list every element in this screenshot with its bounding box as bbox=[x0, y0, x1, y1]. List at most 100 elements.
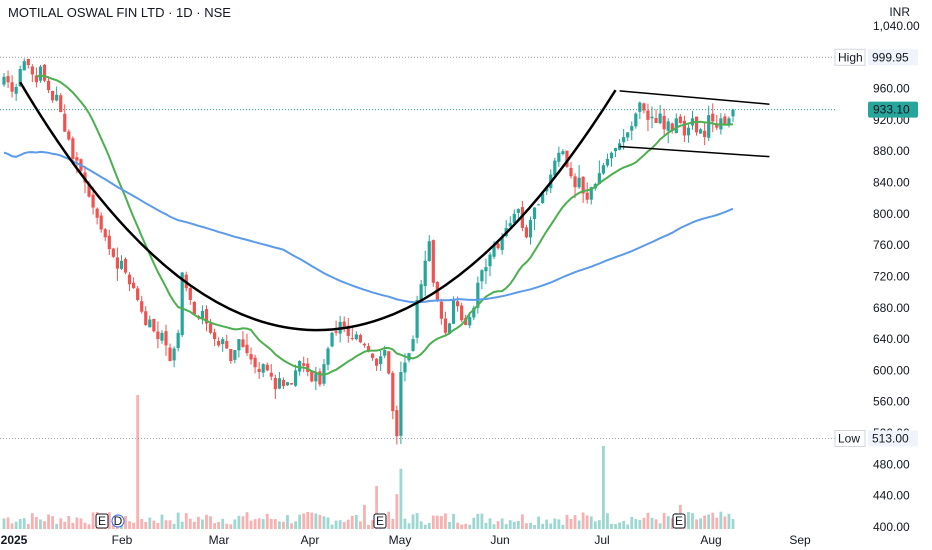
volume-layer bbox=[2, 395, 735, 529]
candle-body bbox=[71, 138, 75, 160]
time-tick-label: Jun bbox=[490, 533, 509, 547]
volume-bar bbox=[245, 512, 249, 529]
time-tick-label: May bbox=[389, 533, 412, 547]
candle-body bbox=[152, 318, 156, 332]
earnings-badge[interactable] bbox=[95, 513, 109, 529]
volume-bar bbox=[646, 512, 650, 529]
candle-body bbox=[34, 75, 38, 83]
candle-body bbox=[164, 331, 168, 346]
candle-body bbox=[176, 332, 180, 349]
volume-bar bbox=[128, 521, 131, 529]
volume-bar bbox=[59, 518, 63, 529]
volume-bar bbox=[233, 519, 237, 529]
volume-bar bbox=[346, 519, 350, 529]
volume-bar bbox=[6, 517, 10, 529]
candle-body bbox=[626, 132, 630, 138]
candle-body bbox=[14, 86, 18, 94]
volume-bar bbox=[435, 515, 439, 529]
price-tick-label: 640.00 bbox=[873, 332, 910, 346]
volume-bar bbox=[18, 519, 22, 529]
candle-body bbox=[168, 347, 172, 362]
volume-bar bbox=[156, 522, 160, 529]
price-tick-label: 680.00 bbox=[873, 301, 910, 315]
candle-body bbox=[650, 116, 654, 119]
volume-bar bbox=[314, 513, 318, 529]
candle-body bbox=[379, 356, 383, 365]
volume-bar bbox=[626, 524, 630, 529]
volume-bar bbox=[610, 523, 613, 529]
volume-bar bbox=[403, 518, 407, 529]
candle-body bbox=[354, 334, 358, 340]
candle-body bbox=[273, 377, 277, 390]
volume-bar bbox=[205, 514, 208, 529]
volume-bar bbox=[456, 522, 459, 529]
time-tick-label: Aug bbox=[700, 533, 721, 547]
volume-bar bbox=[634, 519, 638, 529]
candle-body bbox=[480, 270, 484, 282]
volume-bar bbox=[597, 520, 601, 529]
candle-body bbox=[213, 332, 217, 340]
earnings-badge[interactable] bbox=[373, 513, 387, 529]
candle-body bbox=[334, 331, 338, 333]
volume-bar bbox=[221, 518, 225, 529]
candle-body bbox=[6, 76, 10, 83]
volume-bar bbox=[107, 512, 111, 529]
dividend-badge[interactable] bbox=[111, 514, 125, 528]
price-tick-label: 720.00 bbox=[873, 269, 910, 283]
volume-bar bbox=[359, 521, 362, 529]
candle-body bbox=[127, 274, 132, 285]
candle-body bbox=[30, 66, 34, 75]
candle-body bbox=[225, 340, 229, 349]
volume-bar bbox=[468, 524, 472, 529]
volume-bar bbox=[136, 395, 140, 529]
volume-bar bbox=[144, 521, 148, 529]
candle-body bbox=[532, 207, 537, 219]
candle-body bbox=[447, 323, 452, 334]
volume-bar bbox=[440, 516, 443, 529]
candle-body bbox=[707, 115, 711, 138]
candle-body bbox=[609, 152, 614, 159]
candle-body bbox=[370, 353, 375, 358]
volume-bar bbox=[525, 523, 528, 529]
candle-body bbox=[565, 150, 569, 167]
candle-body bbox=[666, 121, 670, 131]
candle-body bbox=[569, 167, 573, 177]
candle-body bbox=[727, 118, 731, 125]
volume-bar bbox=[79, 518, 83, 529]
candle-body bbox=[573, 176, 577, 188]
volume-bar bbox=[330, 524, 334, 529]
candle-body bbox=[289, 383, 294, 385]
volume-bar bbox=[278, 521, 281, 529]
volume-bar bbox=[545, 519, 549, 529]
price-tick-label: 600.00 bbox=[873, 363, 910, 377]
volume-bar bbox=[500, 518, 504, 529]
candle-body bbox=[654, 117, 658, 123]
candle-body bbox=[383, 350, 387, 356]
volume-bar bbox=[26, 523, 30, 529]
candle-body bbox=[208, 323, 213, 333]
candle-body bbox=[346, 325, 350, 336]
volume-bar bbox=[521, 514, 524, 529]
volume-bar bbox=[731, 519, 735, 529]
candle-body bbox=[51, 90, 55, 101]
volume-bar bbox=[91, 512, 95, 529]
volume-bar bbox=[164, 520, 168, 529]
earnings-badge[interactable] bbox=[672, 513, 686, 529]
volume-bar bbox=[87, 524, 91, 529]
candle-body bbox=[261, 364, 265, 373]
candle-body bbox=[132, 282, 136, 289]
volume-bar bbox=[638, 519, 642, 529]
candle-body bbox=[99, 215, 103, 230]
candle-body bbox=[423, 260, 427, 287]
candle-body bbox=[342, 321, 346, 328]
candle-body bbox=[75, 157, 79, 161]
candle-body bbox=[160, 332, 164, 341]
volume-bar bbox=[213, 523, 216, 529]
volume-bar bbox=[476, 513, 480, 529]
candle-body bbox=[496, 243, 500, 249]
volume-bar bbox=[512, 521, 516, 529]
candle-body bbox=[439, 301, 443, 319]
time-tick-label: Apr bbox=[301, 533, 320, 547]
candle-body bbox=[330, 332, 334, 347]
